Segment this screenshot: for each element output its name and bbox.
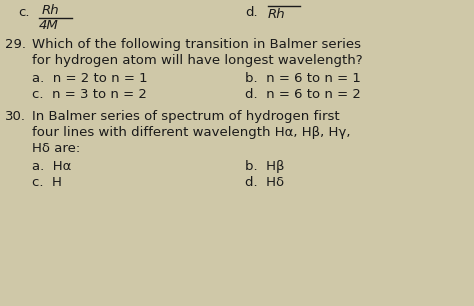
Text: 29.: 29. [5,38,26,51]
Text: 4M: 4M [39,19,59,32]
Text: c.  H: c. H [32,176,62,189]
Text: b.  Hβ: b. Hβ [245,160,284,173]
Text: c.  n = 3 to n = 2: c. n = 3 to n = 2 [32,88,147,101]
Text: In Balmer series of spectrum of hydrogen first: In Balmer series of spectrum of hydrogen… [32,110,340,123]
Text: d.: d. [245,6,258,19]
Text: four lines with different wavelength Hα, Hβ, Hγ,: four lines with different wavelength Hα,… [32,126,350,139]
Text: d.  Hδ: d. Hδ [245,176,284,189]
Text: for hydrogen atom will have longest wavelength?: for hydrogen atom will have longest wave… [32,54,363,67]
Text: Hδ are:: Hδ are: [32,142,80,155]
Text: b.  n = 6 to n = 1: b. n = 6 to n = 1 [245,72,361,85]
Text: 30.: 30. [5,110,26,123]
Text: d.  n = 6 to n = 2: d. n = 6 to n = 2 [245,88,361,101]
Text: a.  n = 2 to n = 1: a. n = 2 to n = 1 [32,72,147,85]
Text: Which of the following transition in Balmer series: Which of the following transition in Bal… [32,38,361,51]
Text: Rh: Rh [42,4,60,17]
Text: Rh: Rh [268,8,286,21]
Text: a.  Hα: a. Hα [32,160,72,173]
Text: c.: c. [18,6,29,19]
